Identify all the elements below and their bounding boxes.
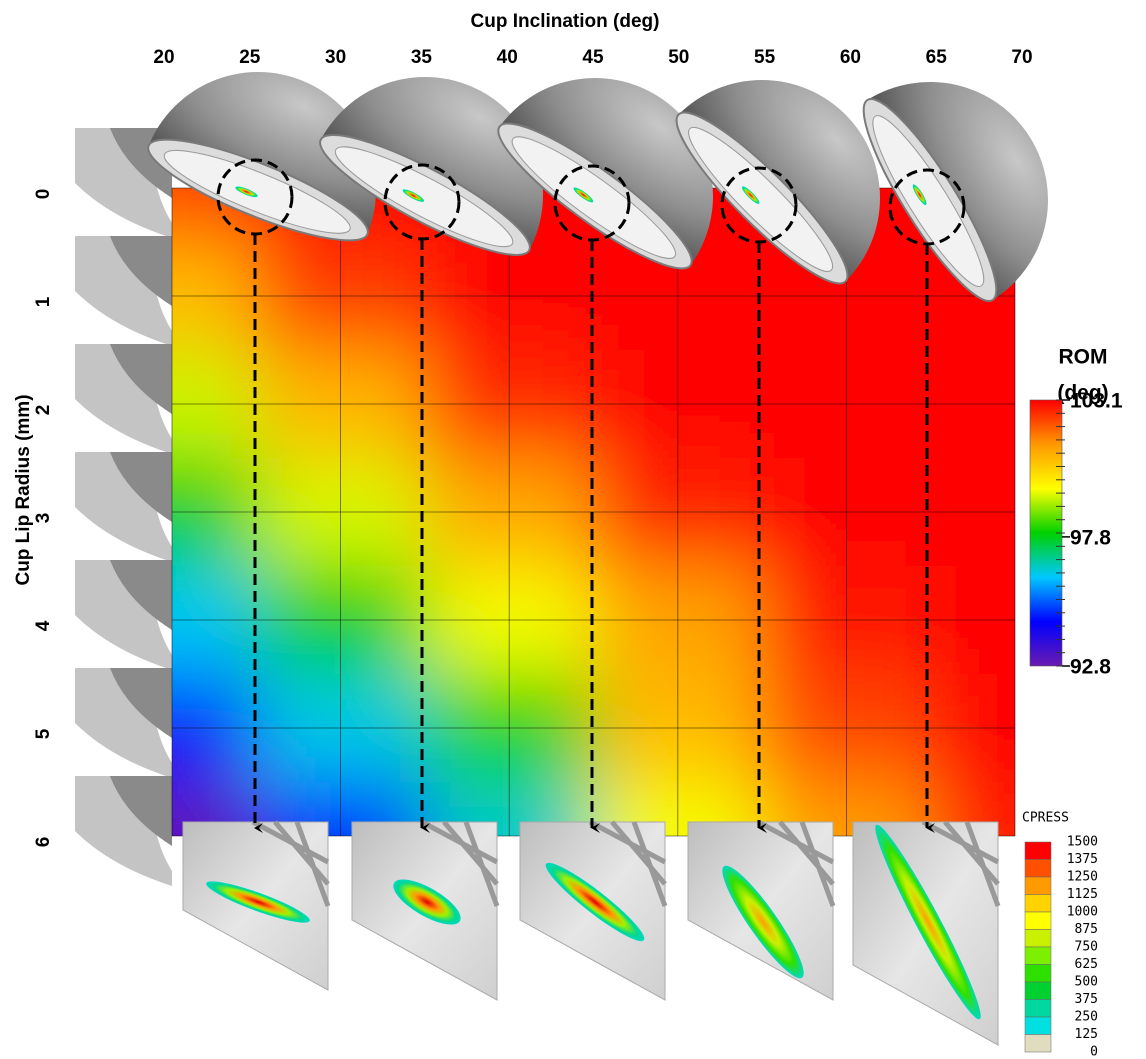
x-tick-label: 25	[239, 47, 261, 68]
x-tick-label: 65	[926, 47, 948, 68]
x-tick-label: 20	[153, 47, 174, 68]
inset-stripe	[778, 820, 835, 886]
cup-contact	[912, 184, 927, 205]
colorbar-title: ROM	[1059, 346, 1108, 369]
cpress-label: 0	[1090, 1045, 1098, 1059]
x-tick-label: 70	[1011, 47, 1032, 68]
colorbar-title: (deg)	[1057, 382, 1108, 405]
cpress-label: 875	[1075, 922, 1098, 937]
cpress-label: 125	[1075, 1027, 1098, 1042]
contact-patch	[875, 824, 981, 1020]
cpress-label: 1250	[1067, 870, 1098, 885]
cpress-label: 1500	[1067, 835, 1098, 850]
contact-patch	[722, 865, 804, 979]
x-tick-label: 35	[411, 47, 433, 68]
x-tick-label: 50	[668, 47, 689, 68]
inset-stripe	[799, 821, 836, 907]
cpress-box	[1024, 841, 1052, 860]
inset-stripe	[964, 821, 1001, 907]
lip-shadow	[110, 452, 172, 522]
cpress-label: 375	[1075, 992, 1098, 1007]
colorbar-tick-label: 92.8	[1070, 656, 1111, 679]
y-tick-label: 5	[33, 728, 54, 739]
cpress-box	[1024, 894, 1052, 913]
y-tick-label: 3	[33, 513, 54, 524]
colorbar-tick-label: 97.8	[1070, 526, 1111, 549]
lip-shadow	[110, 560, 172, 630]
cpress-label: 625	[1075, 957, 1098, 972]
cpress-label: 500	[1075, 975, 1098, 990]
y-tick-label: 1	[33, 296, 54, 307]
cup-contact	[402, 189, 425, 202]
lip-sections	[75, 128, 172, 886]
contact-insets	[182, 819, 1001, 1046]
cpress-box	[1024, 1034, 1052, 1053]
y-tick-label: 2	[33, 405, 54, 416]
cup	[675, 80, 880, 285]
arrows	[253, 234, 935, 833]
cpress-label: 1125	[1067, 887, 1098, 902]
inset-stripe	[273, 820, 330, 886]
cup-renders	[147, 72, 1048, 303]
cpress-label: 1000	[1067, 905, 1098, 920]
cup	[862, 82, 1048, 303]
cup-liner	[334, 146, 514, 248]
cup	[497, 78, 713, 270]
cpress-box	[1024, 911, 1052, 930]
y-tick-label: 0	[33, 189, 54, 200]
cpress-box	[1024, 1016, 1052, 1035]
inset-stripe	[610, 820, 667, 886]
cup-contact	[573, 187, 594, 203]
cup-liner	[511, 136, 676, 259]
cpress-box	[1024, 946, 1052, 965]
cup	[319, 77, 543, 256]
inset-stripe	[442, 820, 499, 886]
cpress-title: CPRESS	[1022, 811, 1069, 826]
cup-contact	[741, 186, 760, 204]
x-tick-label: 40	[497, 47, 518, 68]
y-axis-title: Cup Lip Radius (mm)	[13, 394, 34, 585]
cup-liner	[872, 115, 985, 287]
cup-contact	[235, 186, 258, 198]
x-tick-label: 60	[840, 47, 861, 68]
cpress-box	[1024, 981, 1052, 1000]
inset-stripe	[631, 821, 668, 907]
cpress-label: 250	[1075, 1010, 1098, 1025]
x-tick-label: 55	[754, 47, 776, 68]
lip-shadow	[110, 344, 172, 414]
cup-liner	[163, 149, 351, 234]
y-tick-label: 4	[33, 620, 54, 631]
cpress-box	[1024, 876, 1052, 895]
y-tick-label: 6	[33, 837, 54, 848]
cup-liner	[688, 126, 834, 272]
inset-stripe	[943, 820, 1000, 886]
cpress-box	[1024, 859, 1052, 878]
lip-shadow	[110, 668, 172, 738]
inset-stripe	[463, 821, 500, 907]
x-tick-label: 30	[325, 47, 346, 68]
inset-stripe	[294, 821, 331, 907]
cpress-label: 750	[1075, 940, 1098, 955]
x-axis-title: Cup Inclination (deg)	[471, 11, 660, 32]
cpress-label: 1375	[1067, 852, 1098, 867]
lip-shadow	[110, 776, 172, 846]
cup	[147, 72, 376, 242]
cpress-box	[1024, 929, 1052, 948]
x-tick-label: 45	[582, 47, 604, 68]
contact-patch	[545, 862, 645, 942]
contact-patch	[393, 879, 461, 925]
cpress-box	[1024, 999, 1052, 1018]
contact-patch	[206, 881, 310, 923]
cpress-box	[1024, 964, 1052, 983]
lip-shadow	[110, 236, 172, 306]
colorbar-tick-label: 103.1	[1070, 390, 1123, 413]
